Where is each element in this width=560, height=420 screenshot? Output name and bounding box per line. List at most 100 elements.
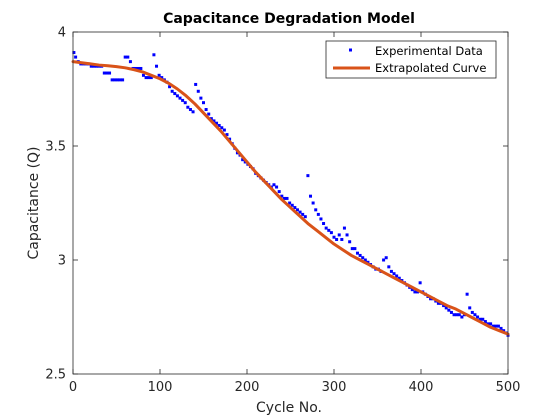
experimental-point	[275, 185, 279, 189]
experimental-point	[413, 290, 417, 294]
experimental-point	[139, 66, 143, 70]
x-tick-label: 500	[496, 380, 521, 395]
experimental-point	[382, 258, 386, 262]
axes: 0 100 200 300 400 500 2.5 3 3.5 4	[45, 26, 520, 396]
experimental-point	[392, 272, 396, 276]
experimental-point	[147, 76, 151, 80]
x-axis-label: Cycle No.	[256, 400, 322, 416]
experimental-point	[496, 324, 500, 328]
experimental-point	[324, 226, 328, 230]
experimental-point	[202, 101, 205, 105]
legend-label-extrapolated: Extrapolated Curve	[375, 61, 486, 75]
experimental-point	[340, 237, 344, 241]
experimental-point	[285, 196, 289, 200]
experimental-point	[449, 310, 453, 314]
experimental-point	[74, 55, 78, 59]
experimental-point	[309, 194, 313, 198]
x-tick-label: 300	[322, 380, 347, 395]
experimental-point	[384, 256, 388, 260]
legend-label-experimental: Experimental Data	[375, 44, 483, 58]
experimental-point	[489, 322, 493, 326]
experimental-point	[460, 315, 464, 319]
experimental-point	[118, 78, 122, 82]
experimental-point	[212, 119, 216, 123]
experimental-point	[478, 317, 482, 321]
experimental-point	[345, 233, 349, 237]
experimental-point	[105, 71, 109, 75]
experimental-point	[204, 108, 208, 112]
experimental-point	[160, 76, 164, 80]
axes-frame	[72, 31, 509, 375]
experimental-point	[416, 290, 420, 294]
experimental-point	[358, 253, 362, 257]
experimental-point	[303, 215, 307, 219]
experimental-point	[389, 269, 393, 273]
experimental-point	[72, 51, 76, 55]
experimental-point	[199, 96, 203, 100]
x-tick-label: 0	[69, 380, 77, 395]
experimental-point	[473, 313, 477, 317]
y-tick-label: 3.5	[45, 140, 66, 155]
experimental-point	[316, 212, 320, 216]
experimental-point	[144, 76, 148, 80]
experimental-point	[418, 281, 422, 285]
experimental-point	[280, 194, 284, 198]
experimental-point	[468, 306, 472, 310]
experimental-point	[301, 212, 305, 216]
experimental-point	[155, 64, 159, 68]
experimental-point	[481, 317, 485, 321]
experimental-point	[447, 308, 451, 312]
experimental-point	[455, 313, 459, 317]
experimental-point	[188, 108, 192, 112]
experimental-point	[499, 326, 503, 330]
experimental-point	[168, 85, 172, 89]
experimental-point	[355, 251, 359, 255]
experimental-point	[102, 71, 106, 75]
experimental-point	[337, 233, 341, 237]
experimental-point	[311, 201, 315, 205]
experimental-point	[483, 320, 487, 324]
plot-area	[71, 51, 510, 337]
experimental-point	[452, 313, 456, 317]
experimental-point	[170, 89, 174, 93]
experimental-point	[314, 208, 318, 212]
experimental-point	[152, 53, 156, 57]
experimental-point	[353, 247, 357, 251]
experimental-point	[442, 304, 446, 308]
experimental-point	[134, 66, 138, 70]
experimental-point	[457, 313, 461, 317]
experimental-point	[173, 92, 177, 96]
experimental-point	[149, 76, 153, 80]
experimental-point	[465, 292, 469, 296]
experimental-point	[209, 117, 213, 121]
experimental-point	[361, 256, 365, 260]
experimental-point	[444, 306, 448, 310]
experimental-point	[293, 206, 297, 210]
experimental-point	[306, 174, 310, 178]
experimental-point	[191, 110, 195, 114]
experimental-point	[136, 66, 140, 70]
experimental-point	[366, 260, 370, 264]
experimental-point	[277, 190, 281, 194]
y-tick-label: 3	[58, 254, 66, 269]
experimental-point	[502, 329, 506, 333]
experimental-point	[282, 196, 286, 200]
experimental-point	[288, 201, 292, 205]
experimental-point	[175, 94, 179, 98]
experimental-point	[322, 222, 326, 226]
experimental-point	[113, 78, 117, 82]
experimental-point	[157, 73, 161, 77]
experimental-point	[272, 183, 276, 187]
experimental-point	[225, 133, 229, 137]
experimental-point	[410, 288, 414, 292]
experimental-point	[123, 55, 127, 59]
experimental-point	[319, 217, 323, 221]
experimental-point	[363, 258, 367, 262]
extrapolated-curve-line	[71, 60, 510, 336]
experimental-point	[298, 210, 302, 214]
experimental-point	[491, 324, 495, 328]
experimental-point	[327, 228, 331, 232]
experimental-point	[222, 128, 226, 132]
experimental-point	[108, 71, 112, 75]
experimental-point	[92, 64, 96, 68]
